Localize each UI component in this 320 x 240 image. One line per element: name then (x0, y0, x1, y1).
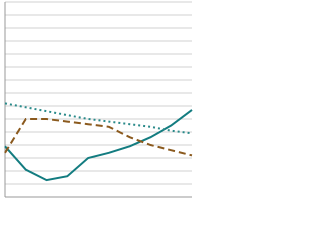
data-line (4, 109, 193, 182)
data-line (4, 118, 193, 157)
chart (4, 1, 193, 198)
data-line (4, 102, 193, 135)
page: {"chart_data": {"type": "line", "x": [0,… (4, 1, 193, 198)
